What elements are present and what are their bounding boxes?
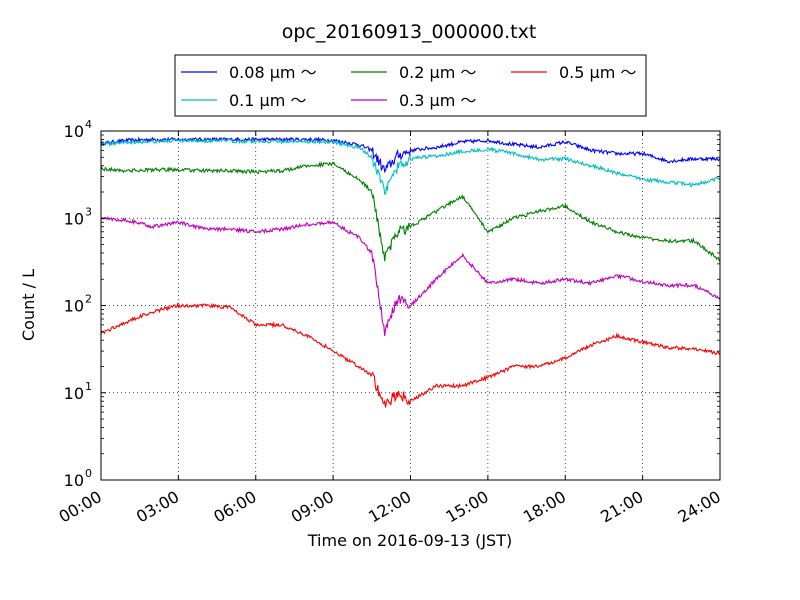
- series-line-4: [100, 302, 721, 408]
- series-line-0: [100, 136, 721, 174]
- legend-label-0: 0.08 μm ～: [229, 63, 317, 82]
- y-tick-exponent: 2: [85, 293, 92, 306]
- x-axis-label: Time on 2016-09-13 (JST): [307, 531, 512, 550]
- y-tick-label: 10: [64, 209, 84, 228]
- y-tick-exponent: 3: [85, 205, 92, 218]
- y-tick-exponent: 4: [85, 118, 92, 131]
- y-tick-exponent: 1: [85, 380, 92, 393]
- series-line-1: [100, 137, 721, 195]
- legend-label-3: 0.3 μm ～: [399, 91, 476, 110]
- series-line-2: [100, 161, 721, 262]
- chart-title: opc_20160913_000000.txt: [282, 21, 537, 43]
- legend-label-2: 0.2 μm ～: [399, 63, 476, 82]
- y-tick-exponent: 0: [85, 467, 92, 480]
- y-tick-label: 10: [64, 122, 84, 141]
- y-tick-label: 10: [64, 384, 84, 403]
- legend-box: [174, 54, 647, 117]
- series-lines: [100, 136, 721, 408]
- legend: 0.08 μm ～ 0.1 μm ～ 0.2 μm ～ 0.3 μm ～ 0.5 μm …: [174, 54, 647, 117]
- axis-ticks: [100, 130, 721, 481]
- legend-label-1: 0.1 μm ～: [229, 91, 306, 110]
- legend-label-4: 0.5 μm ～: [559, 63, 636, 82]
- y-tick-label: 10: [64, 297, 84, 316]
- series-line-3: [100, 215, 721, 337]
- y-tick-label: 10: [64, 471, 84, 490]
- y-axis-label: Count / L: [19, 269, 38, 341]
